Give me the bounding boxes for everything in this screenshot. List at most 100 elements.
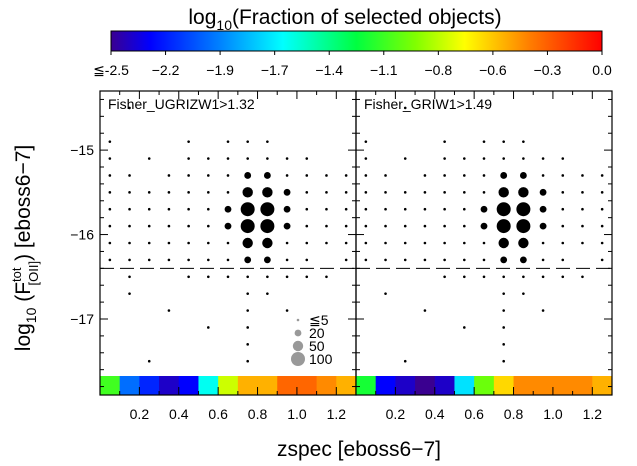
data-point <box>463 191 466 194</box>
data-point <box>541 258 545 262</box>
fraction-cell <box>336 376 357 395</box>
data-point <box>502 140 505 143</box>
colorbar-tick-label: −0.6 <box>479 62 507 78</box>
data-point <box>443 174 446 177</box>
data-point <box>283 222 291 230</box>
data-point <box>305 224 309 228</box>
data-point <box>463 258 466 262</box>
data-point <box>246 140 249 143</box>
data-point <box>262 187 273 198</box>
data-point <box>207 275 210 279</box>
data-point <box>384 191 387 194</box>
data-point <box>147 258 151 262</box>
legend-marker <box>291 352 305 366</box>
data-point <box>496 202 511 217</box>
data-point <box>480 222 488 230</box>
data-point <box>325 224 328 228</box>
fraction-cell <box>159 376 180 395</box>
data-point <box>600 224 604 228</box>
legend-label: 50 <box>309 338 325 354</box>
data-point <box>522 157 525 160</box>
data-point <box>463 157 466 160</box>
data-point <box>246 275 249 279</box>
fraction-cell <box>474 376 495 395</box>
y-tick-label: −16 <box>70 227 94 243</box>
data-point <box>384 241 387 245</box>
data-point <box>240 202 255 217</box>
data-point <box>246 309 249 312</box>
fraction-cell <box>119 376 140 395</box>
data-point <box>187 174 190 177</box>
data-point <box>500 172 508 179</box>
x-tick-label: 1.0 <box>287 406 307 422</box>
data-point <box>266 140 269 143</box>
data-point <box>561 224 565 228</box>
data-point <box>403 224 407 228</box>
data-point <box>482 140 486 143</box>
data-point <box>600 258 604 262</box>
fraction-cell <box>395 376 416 395</box>
data-point <box>325 241 328 245</box>
data-point <box>226 191 230 194</box>
data-point <box>263 256 271 264</box>
data-point <box>561 157 565 160</box>
x-axis-label: zspec [eboss6−7] <box>277 438 441 461</box>
data-point <box>305 258 309 262</box>
data-point <box>581 207 584 211</box>
fraction-cell <box>100 376 121 395</box>
data-point <box>403 191 407 194</box>
data-point <box>128 207 131 211</box>
panel-frame <box>355 90 613 396</box>
data-point <box>305 174 309 177</box>
x-tick-label: 0.4 <box>425 406 445 422</box>
data-point <box>285 157 289 160</box>
data-point <box>242 237 253 249</box>
data-point <box>283 205 291 213</box>
data-point <box>561 207 565 211</box>
data-point <box>600 207 604 211</box>
data-point <box>305 275 309 279</box>
data-point <box>561 275 565 279</box>
data-point <box>246 359 249 363</box>
x-tick-label: 1.0 <box>543 406 563 422</box>
data-point <box>502 343 505 346</box>
fraction-cell <box>178 376 199 395</box>
data-point <box>226 275 230 279</box>
data-point <box>305 157 309 160</box>
x-tick-label: 0.4 <box>169 406 189 422</box>
data-point <box>518 187 529 198</box>
data-point <box>187 241 190 245</box>
data-point <box>147 224 151 228</box>
legend-label: 20 <box>309 325 325 341</box>
data-point <box>187 224 190 228</box>
data-point <box>260 202 275 217</box>
data-point <box>224 205 232 213</box>
fraction-cell <box>257 376 278 395</box>
fraction-cell <box>552 376 574 395</box>
data-point <box>480 205 488 213</box>
data-point <box>344 191 348 194</box>
fraction-cell <box>415 376 436 395</box>
data-point <box>108 207 112 211</box>
data-point <box>463 326 466 329</box>
data-point <box>561 258 565 262</box>
data-point <box>128 292 131 295</box>
data-point <box>344 224 348 228</box>
data-point <box>541 275 545 279</box>
data-point <box>561 174 565 177</box>
x-tick-label: 0.6 <box>464 406 484 422</box>
data-point <box>364 157 368 160</box>
data-point <box>539 222 547 230</box>
data-point <box>561 191 565 194</box>
colorbar-tick-label: −1.1 <box>370 62 398 78</box>
data-point <box>403 106 407 110</box>
colorbar-tick-label: −0.3 <box>534 62 562 78</box>
data-point <box>463 224 466 228</box>
x-tick-label: 0.2 <box>386 406 406 422</box>
colorbar-title: log10(Fraction of selected objects) <box>188 6 501 33</box>
data-point <box>344 258 348 262</box>
data-point <box>246 326 249 329</box>
data-point <box>325 207 328 211</box>
data-point <box>147 157 151 160</box>
